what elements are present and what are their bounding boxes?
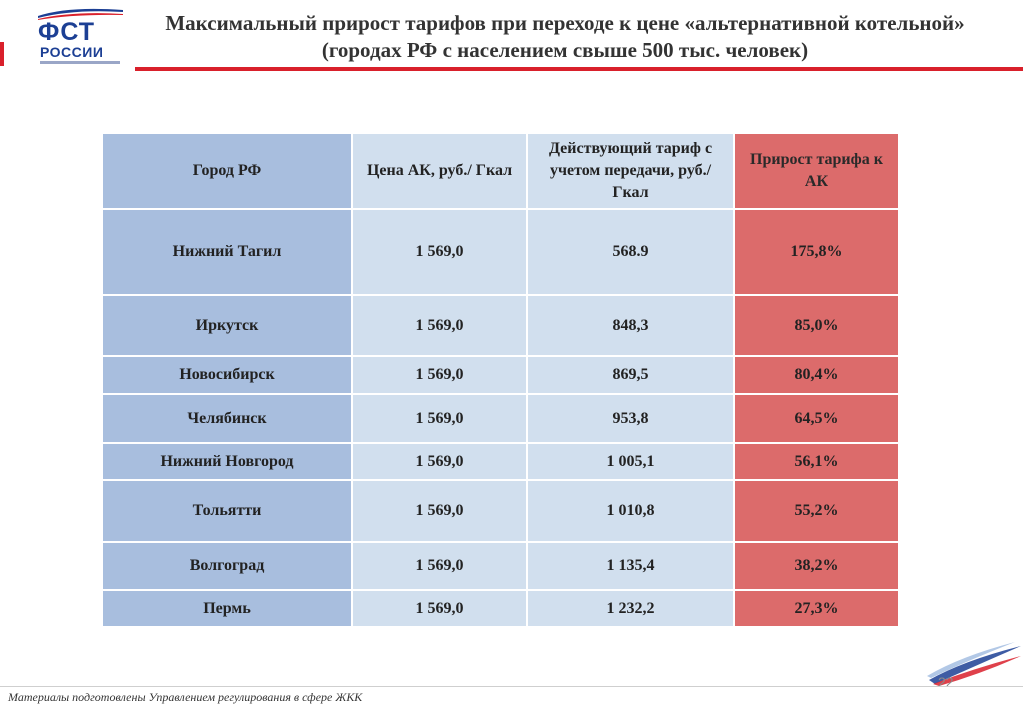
header-tariff: Действующий тариф с учетом передачи, руб… — [526, 132, 735, 210]
tariff-table: Город РФ Цена АК, руб./ Гкал Действующий… — [101, 132, 900, 628]
table-row: Волгоград 1 569,0 1 135,4 38,2% — [101, 541, 900, 591]
decorative-swoosh-icon — [927, 642, 1021, 686]
cell-city: Волгоград — [101, 541, 353, 591]
cell-growth: 80,4% — [733, 355, 900, 395]
flag-swoosh-icon — [38, 8, 123, 20]
slide-title: Максимальный прирост тарифов при переход… — [165, 11, 965, 62]
cell-growth: 38,2% — [733, 541, 900, 591]
cell-price: 1 569,0 — [351, 541, 528, 591]
cell-tariff: 1 135,4 — [526, 541, 735, 591]
cell-price: 1 569,0 — [351, 479, 528, 543]
cell-price: 1 569,0 — [351, 589, 528, 628]
cell-tariff: 1 005,1 — [526, 442, 735, 481]
cell-growth: 56,1% — [733, 442, 900, 481]
cell-growth: 27,3% — [733, 589, 900, 628]
cell-city: Новосибирск — [101, 355, 353, 395]
cell-city: Нижний Тагил — [101, 208, 353, 296]
logo-text-russia: РОССИИ — [40, 44, 104, 60]
cell-tariff: 848,3 — [526, 294, 735, 357]
cell-tariff: 869,5 — [526, 355, 735, 395]
cell-price: 1 569,0 — [351, 208, 528, 296]
header-growth: Прирост тарифа к АК — [733, 132, 900, 210]
cell-growth: 85,0% — [733, 294, 900, 357]
table-row: Иркутск 1 569,0 848,3 85,0% — [101, 294, 900, 357]
cell-price: 1 569,0 — [351, 294, 528, 357]
table-row: Нижний Тагил 1 569,0 568.9 175,8% — [101, 208, 900, 296]
table-row: Пермь 1 569,0 1 232,2 27,3% — [101, 589, 900, 628]
table-row: Новосибирск 1 569,0 869,5 80,4% — [101, 355, 900, 395]
cell-price: 1 569,0 — [351, 393, 528, 444]
cell-price: 1 569,0 — [351, 355, 528, 395]
cell-tariff: 953,8 — [526, 393, 735, 444]
cell-growth: 64,5% — [733, 393, 900, 444]
table-row: Тольятти 1 569,0 1 010,8 55,2% — [101, 479, 900, 543]
cell-tariff: 1 232,2 — [526, 589, 735, 628]
cell-growth: 55,2% — [733, 479, 900, 543]
fst-logo: ФСТ РОССИИ — [28, 6, 128, 68]
table-header-row: Город РФ Цена АК, руб./ Гкал Действующий… — [101, 132, 900, 210]
cell-city: Нижний Новгород — [101, 442, 353, 481]
cell-city: Челябинск — [101, 393, 353, 444]
cell-tariff: 1 010,8 — [526, 479, 735, 543]
logo-subtitle-bar — [40, 61, 120, 64]
footer-divider — [0, 686, 1023, 687]
left-accent-mark — [0, 42, 4, 66]
cell-tariff: 568.9 — [526, 208, 735, 296]
table-row: Нижний Новгород 1 569,0 1 005,1 56,1% — [101, 442, 900, 481]
cell-city: Тольятти — [101, 479, 353, 543]
table-row: Челябинск 1 569,0 953,8 64,5% — [101, 393, 900, 444]
header-price: Цена АК, руб./ Гкал — [351, 132, 528, 210]
page-number: 22 — [938, 674, 954, 690]
header-city: Город РФ — [101, 132, 353, 210]
title-divider — [135, 67, 1023, 71]
footer-credit: Материалы подготовлены Управлением регул… — [8, 690, 363, 704]
cell-growth: 175,8% — [733, 208, 900, 296]
logo-text-fst: ФСТ — [38, 18, 96, 46]
cell-city: Пермь — [101, 589, 353, 628]
cell-price: 1 569,0 — [351, 442, 528, 481]
cell-city: Иркутск — [101, 294, 353, 357]
